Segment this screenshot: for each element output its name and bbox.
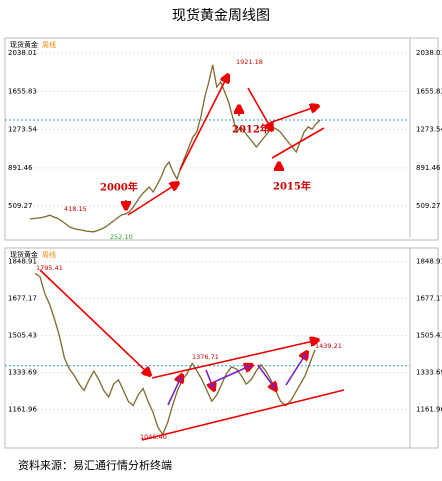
- price-line: [34, 272, 316, 436]
- y-tick-label: 1677.17: [416, 295, 442, 303]
- annotation: 2015年: [273, 180, 311, 193]
- annotation: 1376.71: [192, 353, 219, 361]
- y-tick-label: 1848.91: [8, 258, 37, 266]
- annotation: 1795.41: [36, 264, 63, 272]
- annotation: 252.10: [110, 233, 133, 241]
- chart-frame: [4, 37, 439, 241]
- y-tick-label: 1848.91: [416, 258, 442, 266]
- chart-header: 现货黄金: [10, 40, 38, 49]
- chart-period: 周线: [42, 250, 56, 259]
- y-tick-label: 891.46: [416, 164, 441, 172]
- page-title: 现货黄金周线图: [172, 7, 270, 24]
- y-tick-label: 509.27: [416, 202, 441, 210]
- y-tick-label: 1161.96: [416, 405, 442, 413]
- chart-header: 现货黄金: [10, 250, 38, 259]
- y-tick-label: 2038.01: [416, 49, 442, 57]
- annotation: 2000年: [100, 181, 138, 194]
- annotation: 418.15: [64, 205, 87, 213]
- annotation: 1439.21: [315, 342, 342, 350]
- arrows: [39, 75, 345, 441]
- annotation: 2012年: [232, 123, 270, 136]
- y-tick-label: 1333.69: [416, 369, 442, 377]
- y-tick-label: 1505.43: [416, 332, 442, 340]
- chart-frame: [4, 247, 439, 449]
- y-tick-label: 1273.54: [8, 126, 37, 134]
- y-tick-label: 2038.01: [8, 49, 37, 57]
- chart-period: 周线: [42, 40, 56, 49]
- y-tick-label: 1655.83: [416, 87, 442, 95]
- source: 资料来源：易汇通行情分析终端: [18, 458, 172, 472]
- y-tick-label: 1161.96: [8, 405, 37, 413]
- y-tick-label: 509.27: [8, 202, 33, 210]
- y-tick-label: 1655.83: [8, 87, 37, 95]
- y-tick-label: 1273.54: [416, 126, 442, 134]
- y-tick-label: 1505.43: [8, 332, 37, 340]
- y-tick-label: 1333.69: [8, 369, 37, 377]
- annotation: 1921.18: [236, 58, 263, 66]
- y-tick-label: 891.46: [8, 164, 33, 172]
- y-tick-label: 1677.17: [8, 295, 37, 303]
